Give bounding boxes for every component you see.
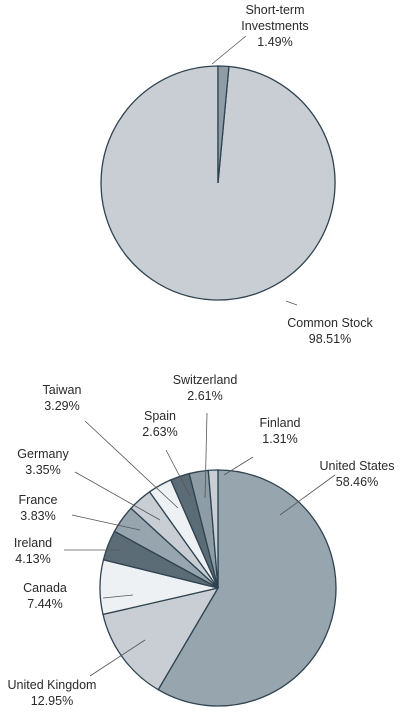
slice-label-line: 12.95% xyxy=(31,694,73,708)
leader-line-spain xyxy=(165,449,191,497)
pie-slice-united-kingdom xyxy=(102,587,220,691)
slice-label-line: 3.35% xyxy=(25,463,60,477)
slice-label-line: 1.49% xyxy=(257,35,292,49)
slice-label-line: Short-term xyxy=(245,3,304,17)
slice-label-line: Germany xyxy=(17,447,69,461)
slice-label-line: 98.51% xyxy=(309,332,351,346)
slice-label-line: 3.29% xyxy=(44,399,79,413)
slice-label-line: 58.46% xyxy=(336,475,378,489)
slice-label-line: United States xyxy=(319,459,394,473)
slice-label-line: 3.83% xyxy=(20,509,55,523)
slice-label-ireland: Ireland 4.13% xyxy=(14,536,52,566)
pie-slice-united-states xyxy=(157,469,337,707)
slice-label-line: Common Stock xyxy=(287,316,373,330)
leader-line-united-states xyxy=(279,474,336,516)
slice-label-canada: Canada 7.44% xyxy=(23,581,67,611)
allocation-pie-chart: Common Stock 98.51% Short-term Investments 1… xyxy=(100,3,373,346)
slice-label-line: France xyxy=(19,493,58,507)
slice-label-united-kingdom: United Kingdom 12.95% xyxy=(8,678,97,708)
slice-label-line: 4.13% xyxy=(15,552,50,566)
pie-slice-finland xyxy=(207,469,219,589)
slice-label-short-term: Short-term Investments 1.49% xyxy=(241,3,308,49)
slice-label-france: France 3.83% xyxy=(19,493,58,523)
pie-slice-short-term xyxy=(217,65,230,184)
slice-label-line: 2.61% xyxy=(187,389,222,403)
slice-label-line: 7.44% xyxy=(27,597,62,611)
leader-line-short-term xyxy=(211,35,247,65)
leader-line-germany xyxy=(74,471,161,521)
leader-line-finland xyxy=(223,456,254,476)
leader-line-united-kingdom xyxy=(89,639,146,677)
leader-line-common-stock xyxy=(285,300,298,306)
slice-label-line: 1.31% xyxy=(262,432,297,446)
slice-label-switzerland: Switzerland 2.61% xyxy=(173,373,238,403)
slice-label-line: Spain xyxy=(144,409,176,423)
slice-label-line: Finland xyxy=(260,416,301,430)
slice-label-line: United Kingdom xyxy=(8,678,97,692)
slice-label-common-stock: Common Stock 98.51% xyxy=(287,316,373,346)
slice-label-spain: Spain 2.63% xyxy=(142,409,177,439)
slice-label-line: Switzerland xyxy=(173,373,238,387)
country-pie-chart: United States 58.46% United Kingdom 12.95% C… xyxy=(8,373,395,708)
leader-line-france xyxy=(71,514,141,531)
leader-line-taiwan xyxy=(84,420,179,509)
slice-label-line: 2.63% xyxy=(142,425,177,439)
slice-label-line: Investments xyxy=(241,19,308,33)
leader-line-switzerland xyxy=(204,412,208,499)
slice-label-finland: Finland 1.31% xyxy=(260,416,301,446)
slice-label-line: Canada xyxy=(23,581,67,595)
slice-label-line: Ireland xyxy=(14,536,52,550)
slice-label-taiwan: Taiwan 3.29% xyxy=(43,383,82,413)
slice-label-line: Taiwan xyxy=(43,383,82,397)
slice-label-germany: Germany 3.35% xyxy=(17,447,69,477)
slice-label-united-states: United States 58.46% xyxy=(319,459,394,489)
leader-line-canada xyxy=(102,594,134,599)
